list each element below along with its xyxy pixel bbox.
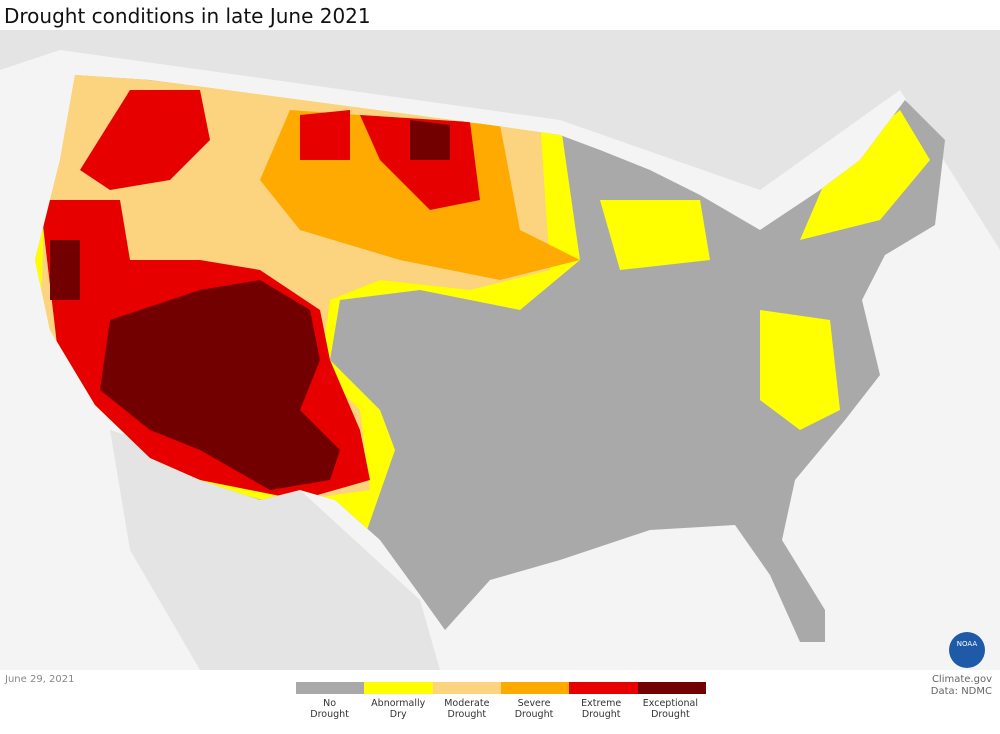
legend-swatch xyxy=(364,682,433,694)
legend-label: Severe Drought xyxy=(514,698,554,720)
legend-swatch xyxy=(432,682,501,694)
drought-map: NOAA xyxy=(0,30,1000,670)
logo-circle xyxy=(949,632,985,668)
logo-text: NOAA xyxy=(957,640,978,648)
legend-label: No Drought xyxy=(310,698,349,720)
legend-swatches xyxy=(296,682,706,694)
legend-label: Abnormally Dry xyxy=(371,698,426,720)
credit-source: Climate.gov xyxy=(931,674,992,685)
credit: Climate.gov Data: NDMC xyxy=(931,674,992,698)
date: June 29, 2021 xyxy=(5,674,75,685)
legend-swatch xyxy=(296,682,365,694)
legend-swatch xyxy=(500,682,570,694)
canada xyxy=(0,30,1000,250)
credit-data: Data: NDMC xyxy=(930,686,992,697)
legend-swatch xyxy=(637,682,706,694)
legend-labels: No Drought Abnormally Dry Moderate Drought… xyxy=(296,698,706,720)
legend-label: Exceptional Drought xyxy=(642,698,698,720)
legend-label: Moderate Drought xyxy=(444,698,490,720)
drought-areas xyxy=(35,75,930,550)
legend: No Drought Abnormally Dry Moderate Drought… xyxy=(296,682,706,720)
legend-swatch xyxy=(569,682,638,694)
legend-label: Extreme Drought xyxy=(581,698,622,720)
title: Drought conditions in late June 2021 xyxy=(4,4,371,28)
mexico xyxy=(110,430,440,670)
